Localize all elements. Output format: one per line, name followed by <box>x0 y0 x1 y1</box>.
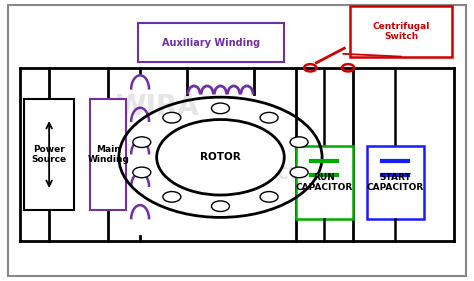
Circle shape <box>163 192 181 202</box>
FancyBboxPatch shape <box>24 99 74 210</box>
Text: ELECTRICAL: ELECTRICAL <box>247 167 349 182</box>
Text: RUN
CAPACITOR: RUN CAPACITOR <box>296 173 353 192</box>
Text: ROTOR: ROTOR <box>200 152 241 162</box>
Text: Main
Winding: Main Winding <box>87 145 129 164</box>
Text: WIRA: WIRA <box>115 93 199 121</box>
Circle shape <box>260 112 278 123</box>
Circle shape <box>211 201 229 212</box>
Text: Power
Source: Power Source <box>32 145 67 164</box>
Circle shape <box>290 137 308 148</box>
Circle shape <box>133 137 151 148</box>
FancyBboxPatch shape <box>138 23 284 62</box>
Circle shape <box>163 112 181 123</box>
FancyBboxPatch shape <box>367 146 424 219</box>
Text: Auxiliary Winding: Auxiliary Winding <box>162 38 260 48</box>
Text: Centrifugal
Switch: Centrifugal Switch <box>373 22 430 41</box>
Circle shape <box>260 192 278 202</box>
Circle shape <box>290 167 308 178</box>
Text: START
CAPACITOR: START CAPACITOR <box>367 173 424 192</box>
Circle shape <box>211 103 229 114</box>
FancyBboxPatch shape <box>91 99 126 210</box>
FancyBboxPatch shape <box>296 146 353 219</box>
Circle shape <box>133 167 151 178</box>
FancyBboxPatch shape <box>8 5 466 276</box>
FancyBboxPatch shape <box>350 6 452 56</box>
Circle shape <box>156 119 284 195</box>
